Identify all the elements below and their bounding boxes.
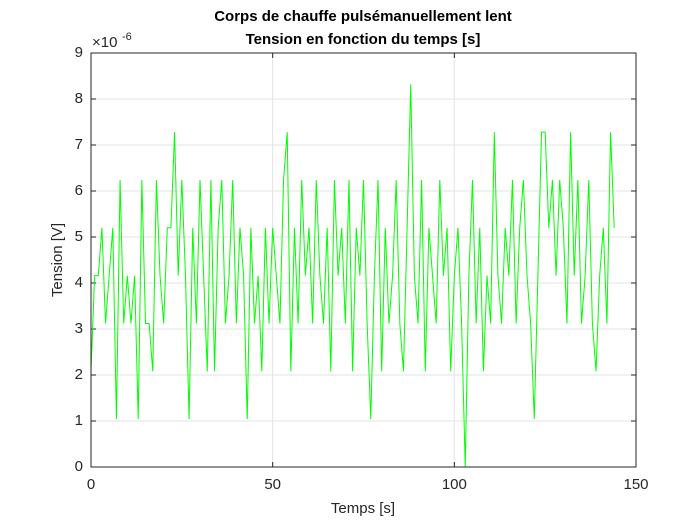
chart-subtitle: Tension en fonction du temps [s]: [246, 31, 481, 48]
y-tick-label: 6: [75, 182, 83, 199]
data-line: [90, 84, 615, 468]
axes-box: [90, 52, 637, 468]
y-tick-label: 8: [75, 90, 83, 107]
y-tick-label: 5: [75, 228, 83, 245]
y-multiplier: ×10: [92, 34, 117, 51]
y-tick-label: 3: [75, 320, 83, 337]
y-axis-label: Tension [V]: [49, 223, 66, 297]
x-tick-label: 100: [442, 476, 467, 493]
y-tick-label: 2: [75, 366, 83, 383]
x-tick-label: 0: [87, 476, 95, 493]
x-tick-label: 150: [623, 476, 648, 493]
x-tick-label: 50: [264, 476, 281, 493]
y-tick-label: 4: [75, 274, 83, 291]
y-multiplier-exponent: -6: [122, 31, 132, 43]
y-tick-label: 1: [75, 412, 83, 429]
y-tick-label: 9: [75, 44, 83, 61]
y-tick-label: 0: [75, 458, 83, 475]
chart-title: Corps de chauffe pulsémanuellement lent: [214, 8, 512, 25]
y-tick-label: 7: [75, 136, 83, 153]
x-axis-label: Temps [s]: [331, 500, 395, 517]
